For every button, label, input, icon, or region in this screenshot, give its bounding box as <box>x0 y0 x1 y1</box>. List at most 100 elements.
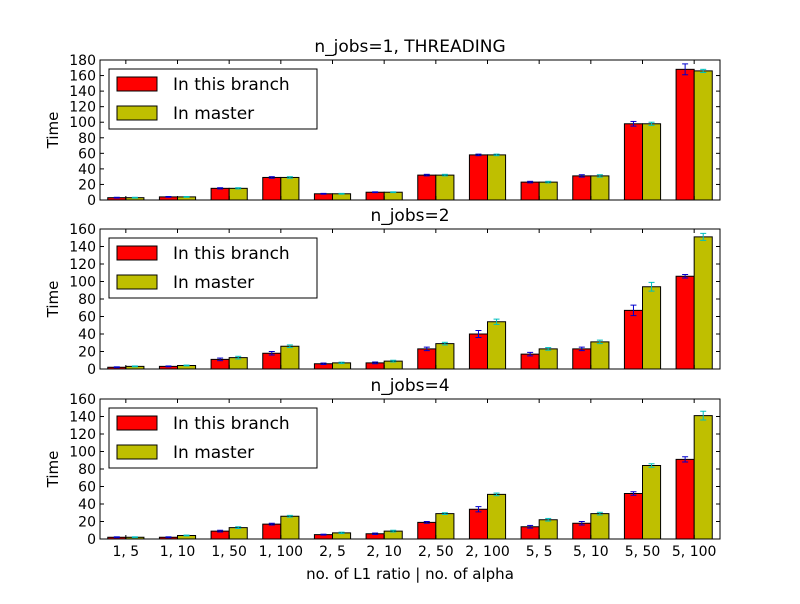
bar-branch-12 <box>675 68 695 201</box>
bar-branch-9 <box>520 526 540 540</box>
y-tick-label: 140 <box>69 240 96 256</box>
y-axis-label: Time <box>44 281 62 319</box>
legend-label-branch: In this branch <box>173 414 290 434</box>
chart-title: n_jobs=2 <box>370 206 449 226</box>
bar-master-6 <box>383 191 403 201</box>
y-tick-label: 120 <box>69 100 96 116</box>
y-tick-label: 80 <box>78 292 96 308</box>
x-tick-label: 5, 50 <box>625 544 661 560</box>
bar-branch-6 <box>365 191 385 201</box>
bar-branch-11 <box>623 493 644 540</box>
legend-swatch-branch <box>116 76 158 92</box>
bar-branch-4 <box>262 352 282 370</box>
y-axis-label: Time <box>44 451 62 489</box>
y-tick-label: 140 <box>69 84 96 100</box>
y-tick-label: 160 <box>69 69 96 85</box>
bar-branch-12 <box>675 458 695 540</box>
x-tick-label: 1, 5 <box>112 544 139 560</box>
bar-branch-12 <box>675 275 695 370</box>
y-tick-label: 60 <box>78 480 96 496</box>
x-tick-label: 2, 100 <box>465 544 510 560</box>
legend-swatch-branch <box>116 245 158 261</box>
legend-label-master: In master <box>173 443 254 463</box>
bar-master-10 <box>590 513 610 540</box>
x-tick-label: 1, 100 <box>259 544 304 560</box>
bar-master-5 <box>332 193 352 201</box>
chart-title: n_jobs=4 <box>370 376 449 396</box>
y-tick-label: 0 <box>87 193 96 209</box>
y-tick-label: 0 <box>87 362 96 378</box>
legend-label-branch: In this branch <box>173 244 290 264</box>
bar-master-3 <box>228 527 248 540</box>
bar-master-11 <box>642 465 662 540</box>
y-tick-label: 20 <box>78 177 96 193</box>
bar-master-11 <box>642 123 662 201</box>
bar-master-8 <box>487 154 507 201</box>
bar-branch-3 <box>210 187 230 201</box>
y-tick-label: 80 <box>78 131 96 147</box>
legend-swatch-master <box>116 444 158 460</box>
x-tick-label: 2, 50 <box>418 544 454 560</box>
bar-master-9 <box>538 519 558 540</box>
bar-master-4 <box>280 176 300 201</box>
chart-title: n_jobs=1, THREADING <box>314 37 505 57</box>
x-tick-label: 2, 10 <box>366 544 402 560</box>
legend: In this branch In master <box>108 237 318 299</box>
bar-branch-11 <box>623 123 644 201</box>
bar-branch-10 <box>572 175 592 201</box>
y-tick-label: 20 <box>78 515 96 531</box>
y-tick-label: 40 <box>78 327 96 343</box>
y-tick-label: 60 <box>78 310 96 326</box>
bar-branch-5 <box>313 193 333 201</box>
x-tick-label: 1, 10 <box>160 544 196 560</box>
y-tick-label: 80 <box>78 462 96 478</box>
bar-master-9 <box>538 348 558 370</box>
bar-branch-11 <box>623 309 644 370</box>
bar-master-3 <box>228 187 248 201</box>
y-tick-label: 60 <box>78 146 96 162</box>
legend-swatch-master <box>116 105 158 121</box>
x-tick-label: 1, 50 <box>211 544 247 560</box>
y-tick-label: 160 <box>69 222 96 238</box>
legend-swatch-branch <box>116 415 158 431</box>
bar-master-7 <box>435 343 455 370</box>
legend-swatch-master <box>116 274 158 290</box>
x-tick-label: 5, 5 <box>526 544 553 560</box>
legend-label-branch: In this branch <box>173 75 290 95</box>
bar-branch-4 <box>262 523 282 540</box>
bar-branch-4 <box>262 176 282 201</box>
y-tick-label: 160 <box>69 392 96 408</box>
bar-master-8 <box>487 321 507 370</box>
bar-master-12 <box>693 415 713 540</box>
bar-branch-8 <box>468 333 488 370</box>
x-tick-label: 5, 10 <box>573 544 609 560</box>
bar-master-7 <box>435 174 455 201</box>
y-tick-label: 100 <box>69 115 96 131</box>
legend-label-master: In master <box>173 273 254 293</box>
bar-branch-8 <box>468 508 488 540</box>
bar-master-10 <box>590 341 610 370</box>
axes-frame <box>99 59 721 201</box>
bar-master-4 <box>280 345 300 370</box>
bar-branch-10 <box>572 348 592 370</box>
y-tick-label: 180 <box>69 53 96 69</box>
bar-branch-8 <box>468 154 488 201</box>
bar-master-9 <box>538 181 558 201</box>
y-tick-label: 40 <box>78 497 96 513</box>
bar-branch-7 <box>417 348 437 370</box>
bar-master-4 <box>280 515 300 540</box>
bar-master-7 <box>435 513 455 540</box>
legend: In this branch In master <box>108 68 318 130</box>
y-tick-label: 40 <box>78 162 96 178</box>
y-tick-label: 140 <box>69 410 96 426</box>
bar-master-8 <box>487 493 507 540</box>
y-axis-label: Time <box>44 112 62 150</box>
bar-branch-9 <box>520 181 540 201</box>
bar-master-12 <box>693 236 713 370</box>
bar-branch-7 <box>417 521 437 540</box>
legend: In this branch In master <box>108 407 318 469</box>
legend-label-master: In master <box>173 104 254 124</box>
